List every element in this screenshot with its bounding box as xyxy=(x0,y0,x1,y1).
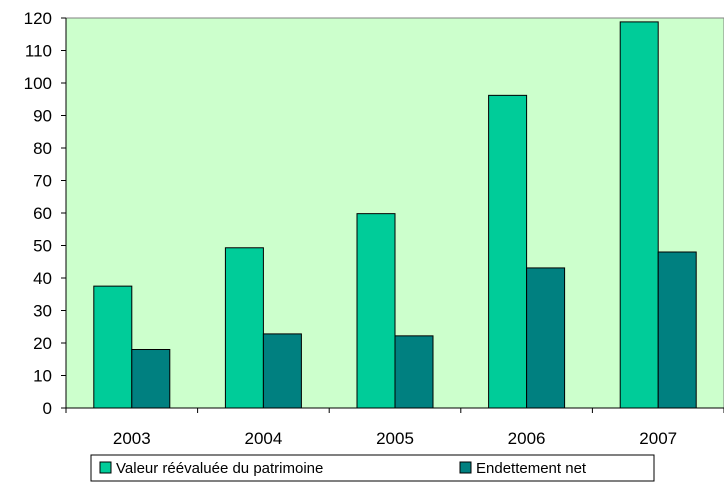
bar-series-1-2004 xyxy=(262,333,302,409)
legend-label-valeur: Valeur réévaluée du patrimoine xyxy=(116,460,323,477)
y-tick-label: 110 xyxy=(25,42,52,61)
y-tick-label: 60 xyxy=(33,204,52,223)
x-tick-label: 2003 xyxy=(113,429,151,448)
legend-swatch-endettement xyxy=(459,461,472,474)
x-tick-label: 2007 xyxy=(639,429,677,448)
bar-series-0-2004 xyxy=(224,247,264,409)
legend-swatch-valeur xyxy=(99,461,112,474)
y-tick-label: 70 xyxy=(33,172,52,191)
bar-series-1-2005 xyxy=(394,335,434,409)
y-tick-label: 120 xyxy=(24,9,52,28)
y-tick-label: 50 xyxy=(33,237,52,256)
y-tick-label: 20 xyxy=(33,334,52,353)
y-tick-label: 30 xyxy=(33,302,52,321)
y-tick-label: 100 xyxy=(24,74,52,93)
y-tick-label: 10 xyxy=(33,367,52,386)
bar-series-1-2007 xyxy=(657,251,697,409)
bar-series-0-2005 xyxy=(356,213,396,409)
x-tick-label: 2004 xyxy=(244,429,282,448)
bar-series-0-2006 xyxy=(488,94,528,409)
y-tick-label: 0 xyxy=(43,399,52,418)
legend: Valeur réévaluée du patrimoine Endetteme… xyxy=(90,454,655,482)
bar-series-1-2003 xyxy=(131,349,171,409)
legend-box xyxy=(90,454,655,482)
x-tick-label: 2005 xyxy=(376,429,414,448)
legend-label-endettement: Endettement net xyxy=(476,460,587,477)
bar-series-0-2007 xyxy=(619,21,659,409)
y-tick-label: 80 xyxy=(33,139,52,158)
bar-series-0-2003 xyxy=(93,285,133,409)
y-tick-label: 90 xyxy=(33,107,52,126)
bar-series-1-2006 xyxy=(526,267,566,409)
y-tick-label: 40 xyxy=(33,269,52,288)
x-tick-label: 2006 xyxy=(508,429,546,448)
